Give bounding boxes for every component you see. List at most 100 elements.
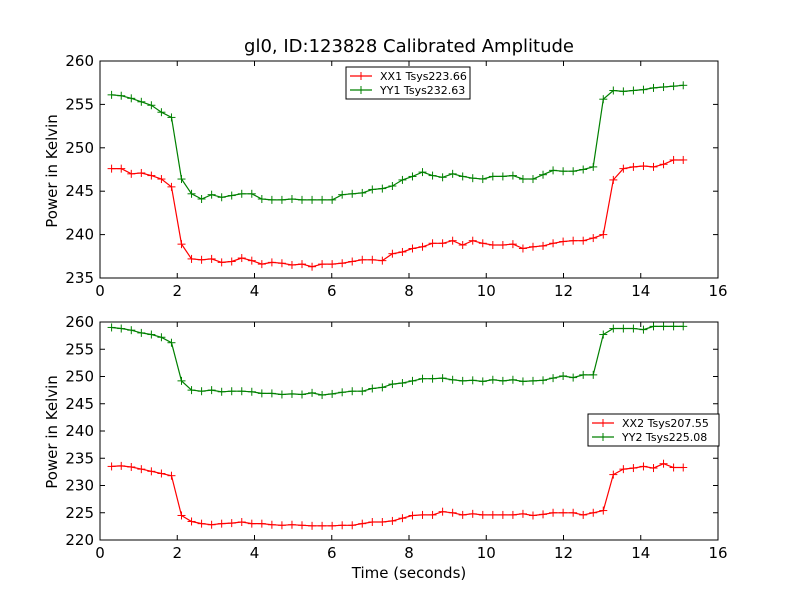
data-point: [157, 108, 166, 117]
chart-bottom: 0 2 4 6 8 10 12 14 16 220 225 230 235 240 245 250 255 260…: [65, 313, 727, 562]
x-tick-label: 0: [95, 544, 105, 562]
data-point: [528, 242, 537, 251]
data-point: [117, 164, 126, 173]
data-point: [378, 256, 387, 265]
data-point: [197, 195, 206, 204]
x-tick-label: 12: [554, 282, 573, 300]
data-point: [388, 249, 397, 258]
data-point: [338, 259, 347, 268]
data-point: [549, 239, 558, 248]
legend-label: XX1 Tsys223.66: [380, 70, 467, 83]
data-point: [368, 255, 377, 264]
data-point: [478, 377, 487, 386]
data-point: [649, 83, 658, 92]
data-point: [609, 324, 618, 333]
data-point: [127, 94, 136, 103]
data-point: [298, 521, 307, 530]
data-point: [247, 387, 256, 396]
data-point: [539, 170, 548, 179]
x-tick-label: 10: [477, 544, 496, 562]
data-point: [609, 86, 618, 95]
data-point: [609, 470, 618, 479]
data-point: [257, 260, 266, 269]
data-point: [478, 239, 487, 248]
data-point: [287, 195, 296, 204]
data-point: [237, 189, 246, 198]
data-point: [117, 461, 126, 470]
data-point: [237, 387, 246, 396]
data-point: [468, 376, 477, 385]
data-point: [358, 519, 367, 528]
data-point: [348, 521, 357, 530]
data-point: [308, 521, 317, 530]
data-point: [458, 376, 467, 385]
x-tick-label: 6: [327, 544, 337, 562]
data-point: [669, 82, 678, 91]
data-point: [348, 189, 357, 198]
series-line-yy2: [111, 325, 684, 396]
data-point: [318, 195, 327, 204]
data-point: [298, 260, 307, 269]
data-point: [498, 172, 507, 181]
data-point: [609, 175, 618, 184]
data-point: [539, 241, 548, 250]
x-tick-label: 4: [250, 544, 260, 562]
data-point: [649, 322, 658, 331]
data-point: [669, 463, 678, 472]
y-tick-label: 255: [65, 340, 94, 358]
data-point: [528, 376, 537, 385]
data-point: [518, 509, 527, 518]
data-point: [328, 260, 337, 269]
data-point: [267, 389, 276, 398]
data-point: [167, 338, 176, 347]
chart-top: 0 2 4 6 8 10 12 14 16 235 240 245 250 255 260 XX1 Tsys2…: [65, 52, 727, 300]
data-point: [478, 175, 487, 184]
x-tick-label: 6: [327, 282, 337, 300]
data-point: [287, 389, 296, 398]
data-point: [488, 375, 497, 384]
data-point: [107, 164, 116, 173]
data-point: [589, 234, 598, 243]
data-point: [649, 464, 658, 473]
data-point: [338, 388, 347, 397]
data-point: [418, 374, 427, 383]
data-point: [589, 370, 598, 379]
data-point: [318, 391, 327, 400]
data-point: [508, 240, 517, 249]
data-point: [468, 174, 477, 183]
data-point: [388, 181, 397, 190]
data-point: [508, 171, 517, 180]
data-point: [408, 511, 417, 520]
data-point: [348, 257, 357, 266]
y-tick-label: 235: [65, 269, 94, 287]
data-point: [227, 387, 236, 396]
data-point: [298, 195, 307, 204]
data-point: [629, 464, 638, 473]
data-point: [679, 322, 688, 331]
legend-box: [345, 66, 471, 100]
data-point: [569, 508, 578, 517]
data-point: [277, 259, 286, 268]
top-ylabel: Power in Kelvin: [43, 114, 61, 228]
data-point: [107, 90, 116, 99]
data-point: [659, 322, 668, 331]
data-point: [488, 241, 497, 250]
data-point: [308, 195, 317, 204]
data-point: [127, 326, 136, 335]
data-point: [287, 260, 296, 269]
data-point: [448, 169, 457, 178]
data-point: [257, 389, 266, 398]
data-point: [418, 510, 427, 519]
data-point: [539, 376, 548, 385]
data-point: [117, 324, 126, 333]
data-point: [378, 518, 387, 527]
data-point: [197, 387, 206, 396]
data-point: [388, 516, 397, 525]
data-point: [358, 387, 367, 396]
data-point: [539, 510, 548, 519]
y-tick-label: 245: [65, 182, 94, 200]
data-point: [559, 371, 568, 380]
data-point: [277, 390, 286, 399]
y-tick-label: 255: [65, 95, 94, 113]
data-point: [438, 239, 447, 248]
